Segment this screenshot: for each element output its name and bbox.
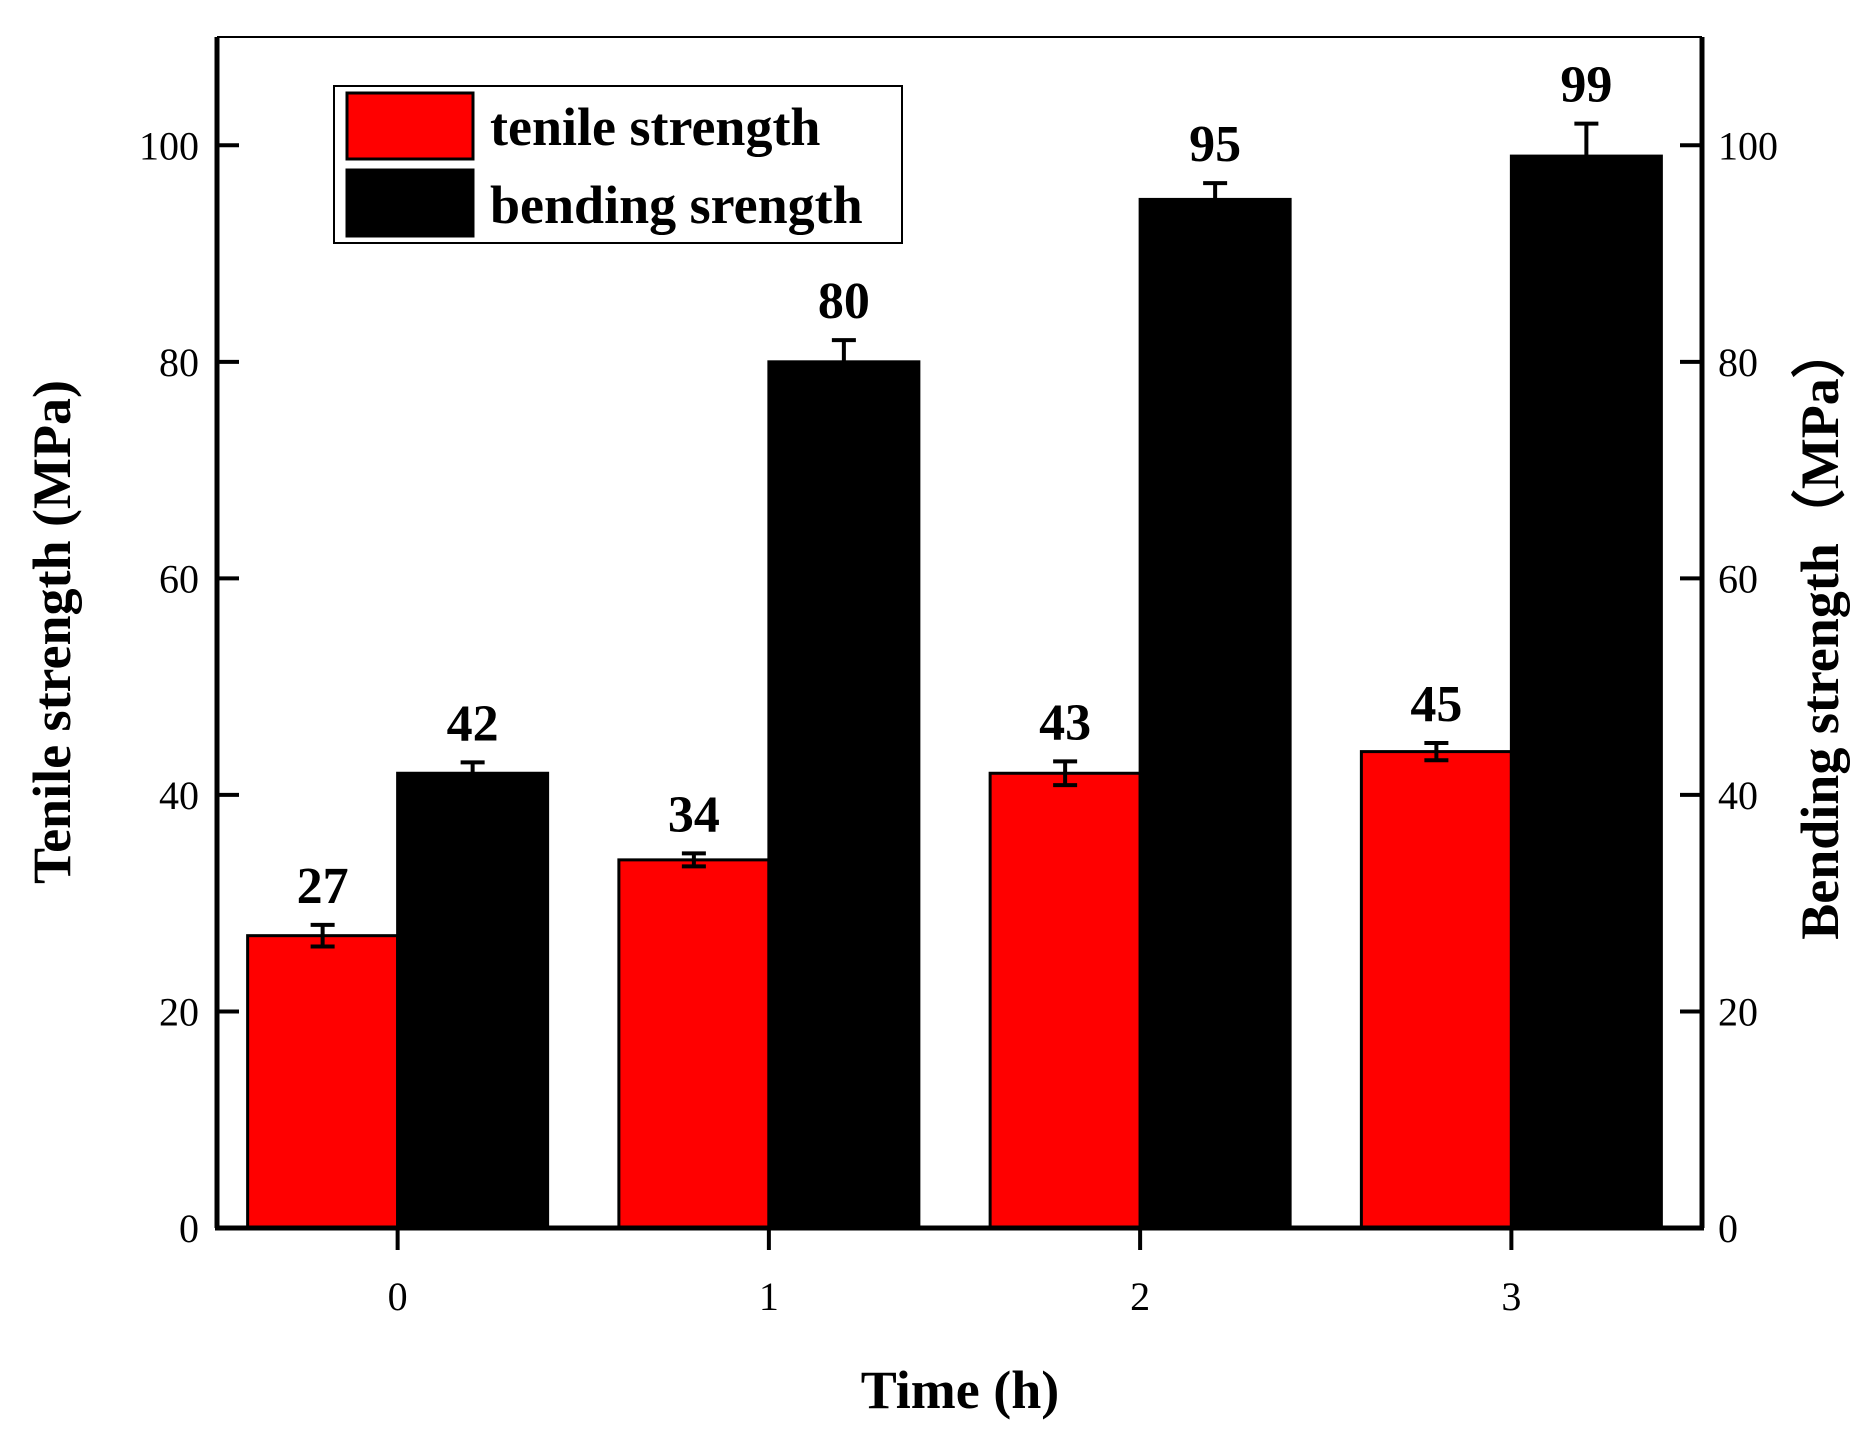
left-y-tick-label-80: 80 bbox=[159, 340, 199, 385]
legend-swatch-tenile-strength bbox=[345, 91, 475, 161]
bar-bending-srength-3 bbox=[1509, 154, 1663, 1230]
left-y-tick-label-100: 100 bbox=[139, 123, 199, 168]
bar-tenile-strength-3 bbox=[1359, 750, 1513, 1230]
legend-label-tenile-strength: tenile strength bbox=[490, 97, 820, 157]
left-y-axis-title: Tenile strength (MPa) bbox=[22, 380, 82, 884]
data-label-bending-srength-3: 99 bbox=[1560, 57, 1612, 114]
data-label-tenile-strength-1: 34 bbox=[668, 786, 720, 843]
x-tick-label-2: 2 bbox=[1130, 1274, 1150, 1319]
right-y-tick-label-0: 0 bbox=[1718, 1206, 1738, 1251]
data-label-tenile-strength-0: 27 bbox=[297, 858, 349, 915]
bar-bending-srength-0 bbox=[396, 771, 550, 1230]
x-tick-label-0: 0 bbox=[388, 1274, 408, 1319]
bar-bending-srength-1 bbox=[767, 360, 921, 1230]
data-label-bending-srength-2: 95 bbox=[1189, 116, 1241, 173]
right-y-tick-label-60: 60 bbox=[1718, 556, 1758, 601]
right-y-tick-label-20: 20 bbox=[1718, 989, 1758, 1034]
right-y-tick-label-100: 100 bbox=[1718, 123, 1778, 168]
left-y-tick-label-40: 40 bbox=[159, 773, 199, 818]
legend-label-bending-strength: bending srength bbox=[490, 175, 863, 235]
right-y-tick-label-80: 80 bbox=[1718, 340, 1758, 385]
x-tick-label-1: 1 bbox=[759, 1274, 779, 1319]
left-y-tick-label-60: 60 bbox=[159, 556, 199, 601]
bars-layer: 27 34 43 45 42 80 95 99 bbox=[246, 57, 1663, 1230]
left-y-tick-label-0: 0 bbox=[179, 1206, 199, 1251]
axes-layer: 0 20 40 60 80 100 0 20 40 60 80 100 0 1 2 3 bbox=[139, 36, 1778, 1319]
right-y-axis-title: Bending strength（MPa） bbox=[1790, 324, 1850, 940]
bar-tenile-strength-2 bbox=[988, 771, 1142, 1230]
legend: tenile strength bending srength bbox=[333, 85, 903, 244]
bar-tenile-strength-0 bbox=[246, 934, 400, 1230]
x-tick-label-3: 3 bbox=[1501, 1274, 1521, 1319]
data-label-bending-srength-0: 42 bbox=[447, 695, 499, 752]
data-label-tenile-strength-2: 43 bbox=[1039, 694, 1091, 751]
right-y-tick-label-40: 40 bbox=[1718, 773, 1758, 818]
bar-bending-srength-2 bbox=[1138, 197, 1292, 1230]
legend-swatch-bending-strength bbox=[345, 168, 475, 238]
x-axis-title: Time (h) bbox=[861, 1360, 1060, 1420]
data-label-bending-srength-1: 80 bbox=[818, 273, 870, 330]
left-y-tick-label-20: 20 bbox=[159, 989, 199, 1034]
data-label-tenile-strength-3: 45 bbox=[1410, 676, 1462, 733]
bar-tenile-strength-1 bbox=[617, 858, 771, 1230]
